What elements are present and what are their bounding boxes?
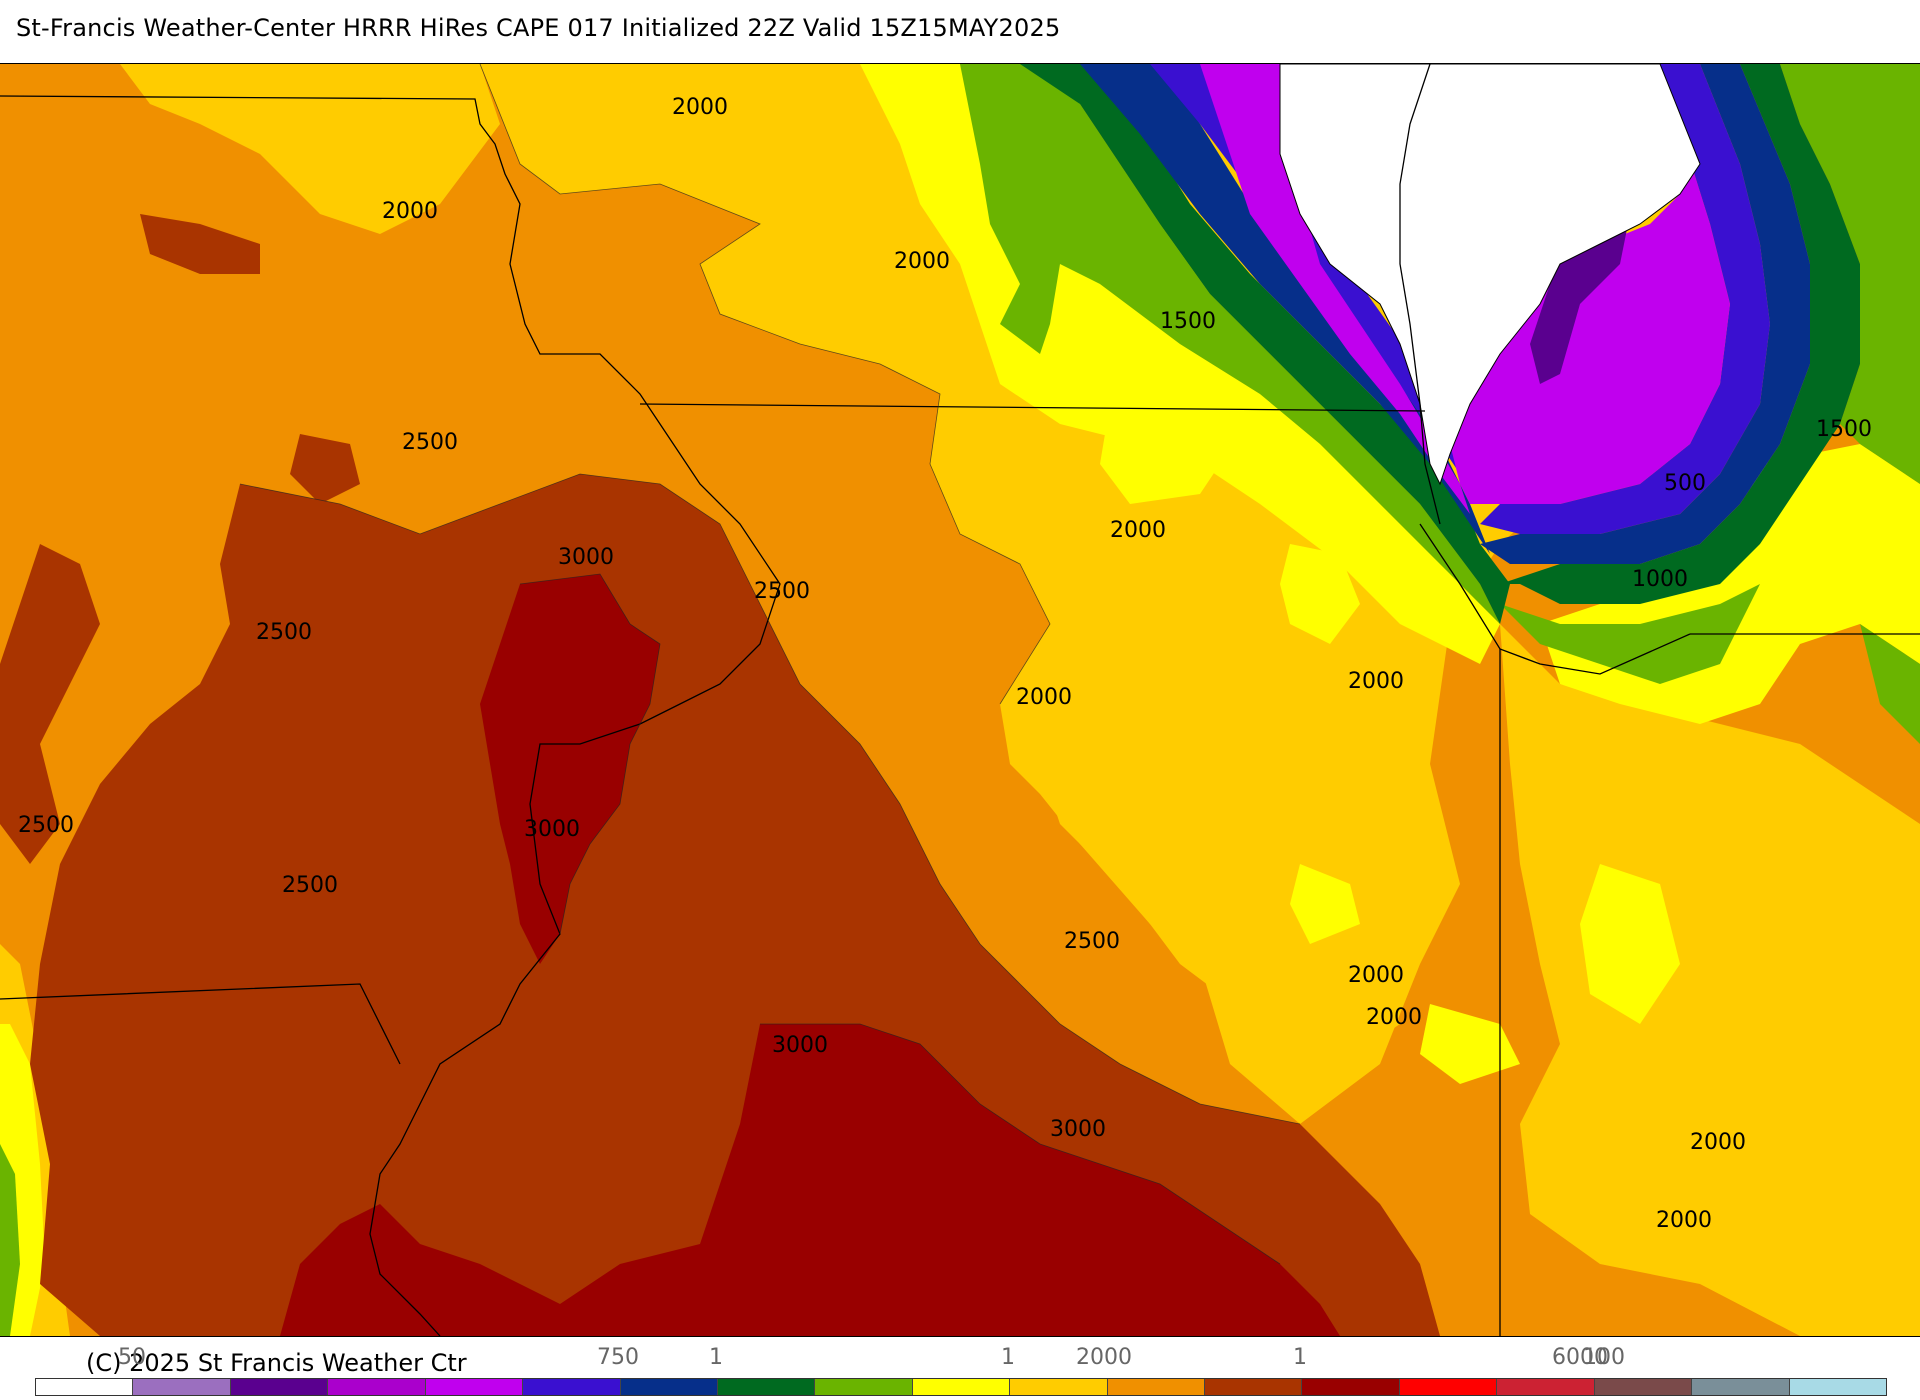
cape-band-100-north — [1080, 64, 1490, 554]
cape-band-zero — [1279, 64, 1701, 486]
contour-label: 2000 — [1016, 685, 1072, 710]
contour-label: 2000 — [1656, 1208, 1712, 1233]
cape-band-1500-nw — [120, 64, 500, 234]
contour-label: 2000 — [894, 249, 950, 274]
cape-colorbar — [35, 1378, 1887, 1396]
colorbar-swatch — [1302, 1379, 1400, 1395]
cape-band-3000-north — [480, 574, 660, 964]
contour-label: 500 — [1664, 471, 1706, 496]
contour-label: 2000 — [1690, 1130, 1746, 1155]
colorbar-swatch — [1205, 1379, 1303, 1395]
colorbar-swatch — [912, 1379, 1011, 1395]
cape-pocket-2500-3 — [0, 544, 100, 864]
contour-label: 3000 — [558, 545, 614, 570]
contour-label: 2000 — [1110, 518, 1166, 543]
contour-label: 2000 — [1348, 669, 1404, 694]
colorbar-swatch — [1594, 1379, 1693, 1395]
contour-labels: 2000 2000 2000 1500 2500 3000 2500 2500 … — [18, 95, 1872, 1233]
colorbar-tick-label: 6000 — [1552, 1345, 1608, 1370]
cape-band-50-east — [1480, 64, 1770, 534]
colorbar-swatch — [328, 1379, 426, 1395]
cape-band-1500-central — [1020, 704, 1400, 1064]
cape-map-svg: 2000 2000 2000 1500 2500 3000 2500 2500 … — [0, 64, 1920, 1336]
colorbar-swatch — [230, 1379, 329, 1395]
cape-pocket-purple — [1530, 204, 1630, 384]
cape-band-1500-se — [1500, 624, 1920, 1336]
colorbar-tick-label: 1 — [1293, 1345, 1307, 1370]
cape-pocket-yellow-3 — [1580, 864, 1680, 1024]
contour-label: 2500 — [18, 813, 74, 838]
contour-label: 2000 — [382, 199, 438, 224]
contour-label: 3000 — [772, 1033, 828, 1058]
cape-band-3000-south — [280, 1024, 1340, 1336]
cape-band-250-east — [1500, 64, 1860, 604]
colorbar-swatch — [620, 1379, 718, 1395]
colorbar-swatch — [1497, 1379, 1595, 1395]
colorbar-swatch — [1399, 1379, 1498, 1395]
cape-band-2500 — [30, 474, 1440, 1336]
cape-band-500-east — [1780, 64, 1920, 484]
contour-label: 2500 — [754, 579, 810, 604]
cape-pocket-yellow-2 — [1280, 544, 1360, 644]
cape-map: 2000 2000 2000 1500 2500 3000 2500 2500 … — [0, 63, 1920, 1337]
copyright-text: (C) 2025 St Francis Weather Ctr — [86, 1349, 467, 1377]
colorbar-tick-label: 100 — [1583, 1345, 1625, 1370]
contour-label: 1500 — [1160, 309, 1216, 334]
cape-band-500-se — [1500, 584, 1760, 684]
cape-pocket-yellow-4 — [1290, 864, 1360, 944]
colorbar-swatch — [1010, 1379, 1108, 1395]
colorbar-tick-label: 1 — [1001, 1345, 1015, 1370]
cape-pocket-yellow-1 — [1100, 404, 1220, 504]
cape-band-25-north — [1200, 64, 1470, 514]
colorbar-tick-label: 1 — [709, 1345, 723, 1370]
cape-pocket-2500-2 — [140, 214, 260, 274]
cape-pocket-2500-1 — [290, 434, 360, 504]
colorbar-tick-label: 750 — [597, 1345, 639, 1370]
cape-band-500-north — [960, 64, 1500, 624]
colorbar-tick-label: 50 — [118, 1345, 146, 1370]
colorbar-swatch — [425, 1379, 524, 1395]
colorbar-swatch — [717, 1379, 816, 1395]
contour-label: 2000 — [1348, 963, 1404, 988]
colorbar-swatch — [1107, 1379, 1206, 1395]
contour-label: 3000 — [1050, 1117, 1106, 1142]
contour-label: 2000 — [1366, 1005, 1422, 1030]
contour-label: 1000 — [1632, 567, 1688, 592]
contour-label: 2500 — [402, 430, 458, 455]
contour-label: 2000 — [672, 95, 728, 120]
colorbar-swatch — [1692, 1379, 1790, 1395]
colorbar-swatch — [815, 1379, 913, 1395]
cape-pocket-green-1 — [1860, 624, 1920, 744]
colorbar-swatch — [523, 1379, 621, 1395]
cape-contours — [239, 64, 1301, 1265]
colorbar-swatch — [133, 1379, 231, 1395]
cape-pocket-yellow-5 — [1420, 1004, 1520, 1084]
contour-label: 3000 — [524, 817, 580, 842]
map-title: St-Francis Weather-Center HRRR HiRes CAP… — [16, 14, 1061, 42]
contour-label: 2500 — [282, 873, 338, 898]
contour-label: 2500 — [256, 620, 312, 645]
colorbar-swatch — [36, 1379, 134, 1395]
colorbar-swatch — [1789, 1379, 1887, 1395]
contour-label: 2500 — [1064, 929, 1120, 954]
cape-band-250-north — [1020, 64, 1510, 624]
contour-label: 1500 — [1816, 417, 1872, 442]
state-boundaries — [0, 64, 1920, 1336]
cape-band-500-west — [0, 1144, 20, 1336]
colorbar-tick-label: 2000 — [1076, 1345, 1132, 1370]
